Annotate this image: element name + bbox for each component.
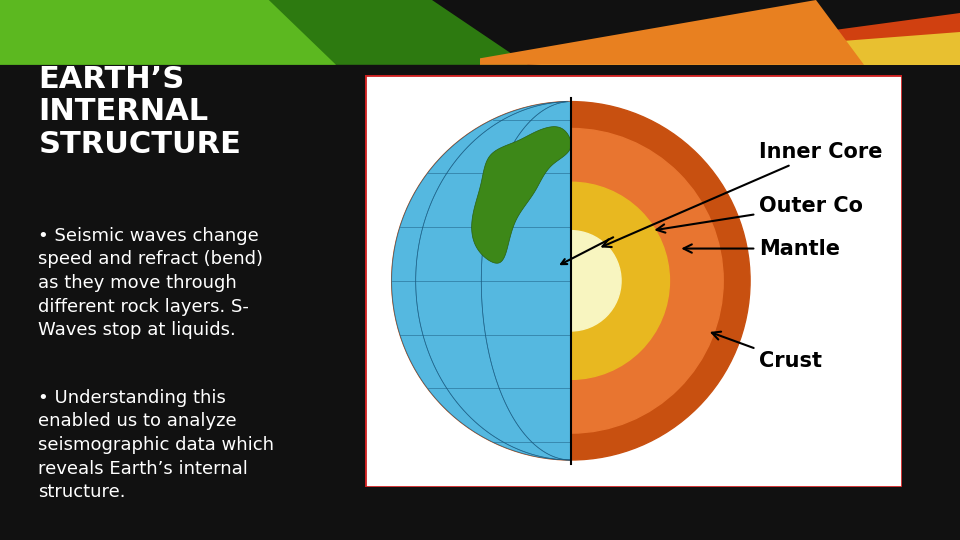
Text: Inner Core: Inner Core: [603, 142, 882, 247]
Text: Crust: Crust: [712, 332, 822, 372]
Circle shape: [392, 102, 750, 460]
Circle shape: [520, 231, 621, 331]
Polygon shape: [0, 0, 336, 65]
Polygon shape: [0, 0, 528, 65]
Circle shape: [419, 129, 723, 433]
Polygon shape: [480, 0, 864, 65]
Polygon shape: [528, 32, 960, 65]
Polygon shape: [471, 127, 571, 263]
Polygon shape: [392, 102, 571, 460]
Text: Mantle: Mantle: [684, 239, 840, 259]
Text: EARTH’S
INTERNAL
STRUCTURE: EARTH’S INTERNAL STRUCTURE: [38, 65, 241, 159]
Polygon shape: [576, 13, 960, 65]
Text: Outer Co: Outer Co: [657, 195, 863, 233]
Text: • Understanding this
enabled us to analyze
seismographic data which
reveals Eart: • Understanding this enabled us to analy…: [38, 389, 275, 501]
Circle shape: [472, 182, 669, 380]
Text: • Seismic waves change
speed and refract (bend)
as they move through
different r: • Seismic waves change speed and refract…: [38, 227, 263, 339]
